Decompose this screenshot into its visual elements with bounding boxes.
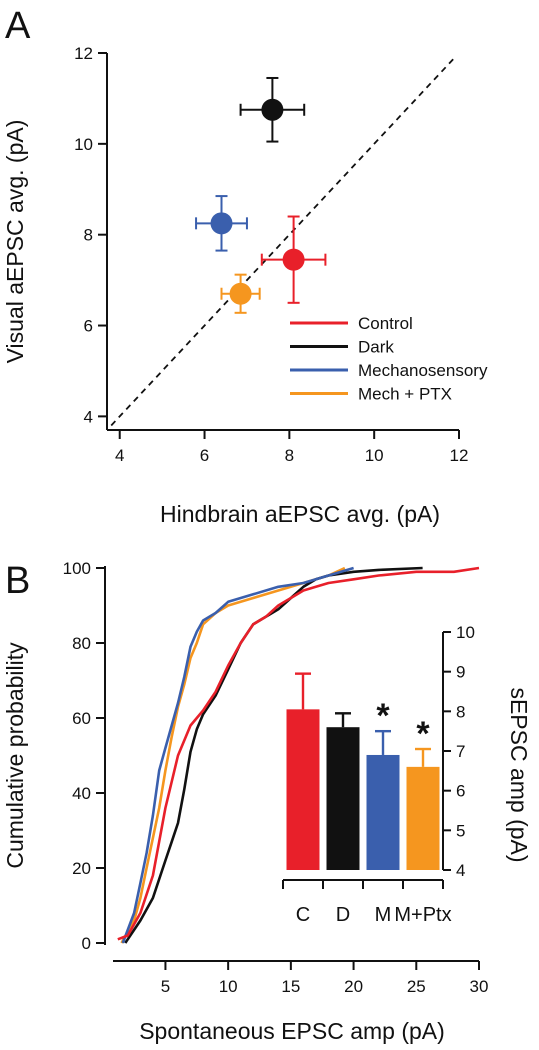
- panel-a-label: A: [5, 5, 31, 47]
- inset-ytick-label: 6: [456, 782, 465, 801]
- panel-b-xtick-label: 30: [470, 977, 489, 996]
- panel-a-xtick-label: 10: [365, 446, 384, 465]
- panel-a-identity-line: [110, 56, 456, 427]
- legend-label: Control: [358, 314, 413, 333]
- panel-b-ytick-label: 40: [72, 784, 91, 803]
- inset-bar: [366, 754, 400, 870]
- panel-a-xtick-label: 8: [285, 446, 294, 465]
- inset-background: [278, 618, 534, 930]
- inset-category-label: D: [336, 904, 350, 926]
- inset-bar-m-ptx: [406, 747, 440, 870]
- panel-a-ytick-label: 4: [84, 407, 93, 426]
- panel-b-ytick-label: 0: [82, 934, 91, 953]
- panel-a-point-control: [260, 215, 327, 304]
- inset-significance-star: *: [376, 697, 390, 735]
- legend-label: Dark: [358, 338, 394, 357]
- inset-y-axis-label: sEPSC amp (pA): [506, 687, 532, 862]
- panel-b-xtick-label: 25: [407, 977, 426, 996]
- inset-ytick-label: 5: [456, 821, 465, 840]
- panel-a-xtick-label: 6: [200, 446, 209, 465]
- panel-a-xtick-label: 12: [450, 446, 469, 465]
- panel-b-ytick-label: 80: [72, 634, 91, 653]
- inset-bar-d: [326, 712, 360, 870]
- inset-bar: [326, 727, 360, 870]
- panel-b-ytick-label: 60: [72, 709, 91, 728]
- cdf-line-mech-ptx: [120, 566, 346, 944]
- inset-bar-m: [366, 729, 400, 870]
- panel-a-point-dark: [239, 76, 306, 143]
- legend-label: Mech + PTX: [358, 385, 452, 404]
- inset-bar: [406, 766, 440, 870]
- panel-a-marker: [229, 282, 252, 305]
- panel-a-legend: [290, 321, 348, 395]
- panel-a-axes: [98, 52, 460, 439]
- panel-a-marker: [210, 212, 233, 235]
- inset-category-label: M+Ptx: [394, 904, 451, 926]
- panel-b-x-axis-label: Spontaneous EPSC amp (pA): [139, 1018, 445, 1044]
- inset-ytick-label: 10: [456, 623, 475, 642]
- panel-b-ytick-label: 100: [63, 559, 91, 578]
- cdf-line-control: [117, 566, 480, 941]
- panel-a-y-axis-label: Visual aEPSC avg. (pA): [2, 120, 28, 364]
- inset-ytick-label: 4: [456, 861, 465, 880]
- inset-bar: [286, 709, 320, 870]
- inset-category-label: C: [296, 904, 310, 926]
- panel-a-ytick-label: 6: [84, 317, 93, 336]
- panel-b-xtick-label: 5: [161, 977, 170, 996]
- inset-significance-star: *: [416, 715, 430, 753]
- panel-b-xtick-label: 15: [281, 977, 300, 996]
- inset-category-label: M: [375, 904, 392, 926]
- panel-b-label: B: [5, 560, 30, 602]
- panel-a-ytick-label: 8: [84, 226, 93, 245]
- panel-b-ytick-label: 20: [72, 859, 91, 878]
- panel-a-x-axis-label: Hindbrain aEPSC avg. (pA): [160, 501, 440, 527]
- cdf-line-mechanosensory: [121, 566, 354, 944]
- panel-b-xtick-label: 20: [344, 977, 363, 996]
- panel-a-point-mech-ptx: [220, 273, 261, 314]
- panel-b-axes: [96, 566, 480, 970]
- inset-ytick-label: 9: [456, 663, 465, 682]
- panel-a-marker: [261, 98, 284, 121]
- panel-b-xtick-label: 10: [219, 977, 238, 996]
- panel-a-ytick-label: 12: [74, 44, 93, 63]
- panel-a-xtick-label: 4: [115, 446, 124, 465]
- inset-ytick-label: 7: [456, 742, 465, 761]
- panel-a-point-mechanosensory: [195, 195, 248, 252]
- inset-ytick-label: 8: [456, 702, 465, 721]
- inset-axes: [282, 631, 451, 889]
- panel-b-y-axis-label: Cumulative probability: [2, 642, 28, 869]
- inset-bar-c: [286, 672, 320, 870]
- legend-label: Mechanosensory: [358, 361, 488, 380]
- panel-a-marker: [282, 248, 305, 271]
- panel-a-ytick-label: 10: [74, 135, 93, 154]
